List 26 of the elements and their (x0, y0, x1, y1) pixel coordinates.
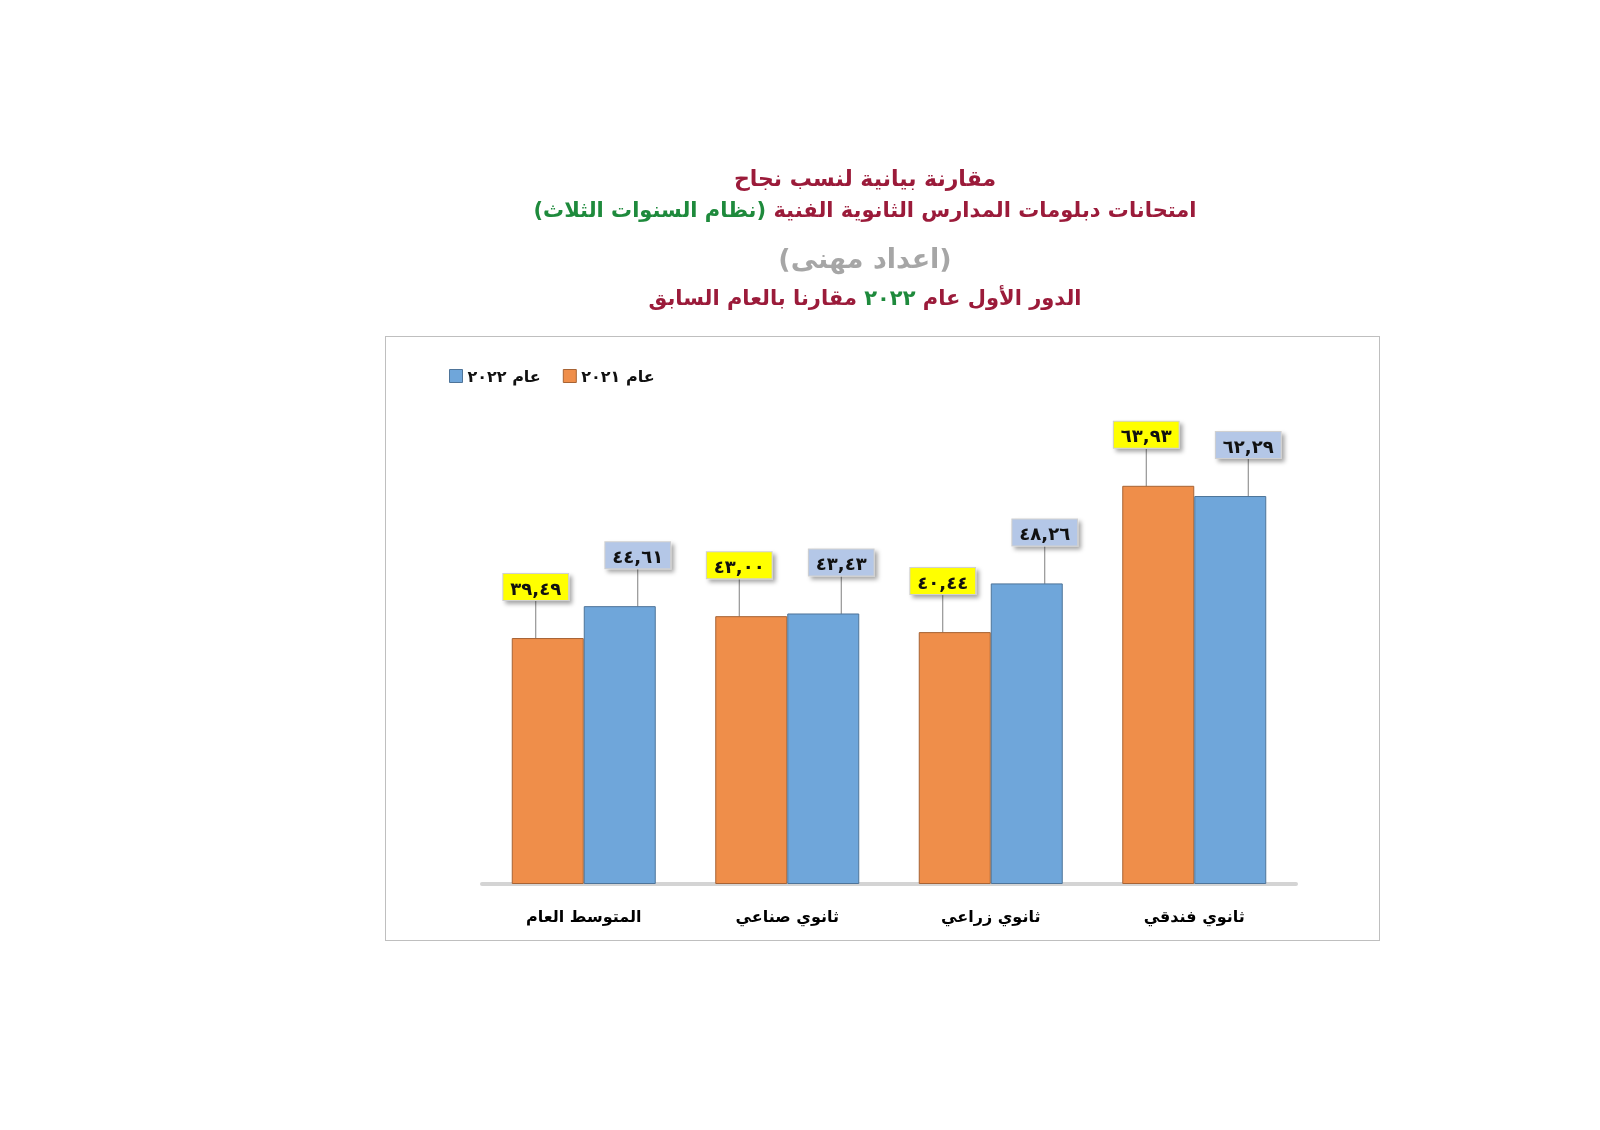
legend-label: عام ٢٠٢١ (581, 366, 655, 386)
data-label: ٤٣,٤٣ (815, 552, 867, 574)
text: الدور الأول عام ٢٠٢٢ مقارنا بالعام السابق (648, 286, 1082, 310)
bar (511, 638, 584, 884)
chart-subtitle: امتحانات دبلومات المدارس الثانوية الفنية (نظام السنوات الثلاث) (533, 198, 1197, 222)
bar (990, 583, 1063, 884)
data-label: ٦٢,٢٩ (1222, 435, 1274, 457)
bar (715, 616, 788, 884)
data-label: ٤٠,٤٤ (917, 571, 969, 593)
chart-title: مقارنة بيانية لنسب نجاح (733, 166, 997, 191)
text: (اعداد مهنى) (778, 243, 952, 274)
data-label: ٦٣,٩٣ (1120, 425, 1172, 447)
legend-label: عام ٢٠٢٢ (467, 366, 541, 386)
x-tick-label: المتوسط العام (526, 906, 642, 926)
bar (918, 632, 991, 884)
data-label: ٣٩,٤٩ (510, 577, 562, 599)
data-label: ٤٨,٢٦ (1019, 522, 1071, 544)
x-tick-label: ثانوي صناعي (735, 906, 839, 927)
data-label: ٤٤,٦١ (612, 545, 664, 567)
x-tick-label: ثانوي زراعي (941, 906, 1041, 927)
x-tick-label: ثانوي فندقي (1143, 906, 1245, 927)
bar (1194, 496, 1267, 884)
data-label: ٤٣,٠٠ (713, 555, 765, 577)
bar (787, 613, 860, 884)
bar (583, 606, 656, 884)
bar (1122, 485, 1195, 884)
